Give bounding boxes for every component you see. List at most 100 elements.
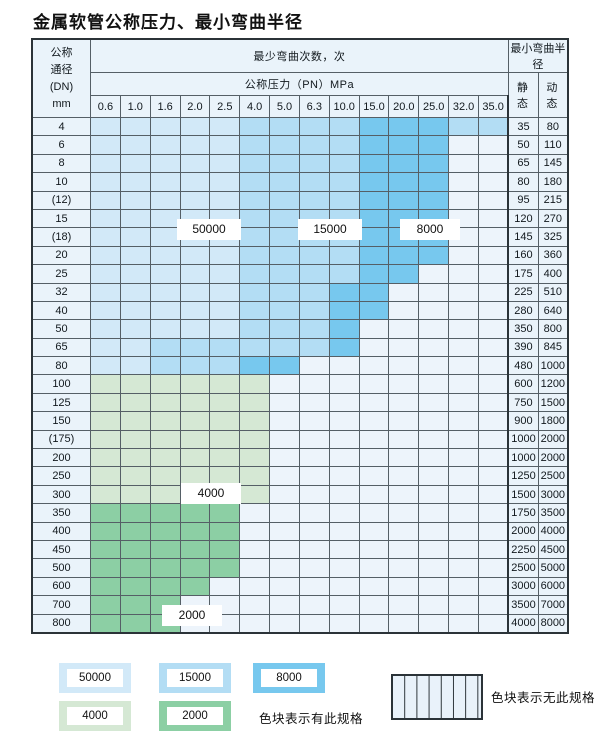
spec-cell-available	[269, 264, 300, 284]
spec-cell-unavailable	[418, 558, 450, 578]
table-row: 20 160 360	[31, 245, 569, 266]
spec-cell-unavailable	[477, 484, 510, 505]
spec-cell-available	[239, 337, 271, 358]
spec-cell-unavailable	[477, 135, 510, 155]
spec-cell-unavailable	[269, 448, 300, 468]
spec-cell-unavailable	[239, 558, 271, 578]
spec-cell-available	[90, 448, 121, 468]
header-pressure-15.0: 15.0	[358, 95, 390, 118]
spec-cell-available	[149, 558, 181, 578]
spec-cell-available	[179, 374, 211, 394]
dn-label: 8	[31, 153, 91, 174]
spec-cell-unavailable	[269, 521, 300, 541]
spec-cell-unavailable	[298, 503, 330, 523]
spec-cell-available	[179, 245, 211, 266]
spec-cell-available	[298, 245, 330, 266]
spec-cell-available	[179, 521, 211, 541]
spec-cell-available	[239, 153, 271, 174]
dynamic-radius-value: 1000	[537, 356, 569, 376]
spec-cell-available	[239, 448, 271, 468]
dynamic-radius-value: 4500	[537, 539, 569, 560]
spec-cell-available	[209, 245, 241, 266]
spec-cell-available	[209, 153, 241, 174]
spec-cell-unavailable	[418, 319, 450, 339]
spec-cell-available	[149, 337, 181, 358]
spec-cell-available	[179, 448, 211, 468]
spec-cell-available	[179, 558, 211, 578]
spec-cell-available	[388, 172, 420, 192]
spec-cell-unavailable	[448, 337, 479, 358]
spec-cell-available	[418, 190, 450, 210]
spec-cell-unavailable	[418, 264, 450, 284]
spec-cell-available	[209, 503, 241, 523]
spec-cell-available	[358, 172, 390, 192]
dynamic-radius-value: 1800	[537, 411, 569, 431]
spec-cell-unavailable	[328, 521, 360, 541]
spec-cell-available	[119, 576, 151, 597]
spec-cell-available	[119, 558, 151, 578]
dn-label: 700	[31, 595, 91, 615]
spec-cell-available	[388, 190, 420, 210]
spec-cell-available	[358, 264, 390, 284]
spec-cell-available	[149, 116, 181, 137]
spec-cell-unavailable	[418, 300, 450, 321]
spec-cell-unavailable	[448, 595, 479, 615]
table-row: 300 1500 3000	[31, 484, 569, 505]
spec-cell-unavailable	[239, 576, 271, 597]
spec-cell-unavailable	[269, 595, 300, 615]
spec-cell-available	[298, 153, 330, 174]
spec-cell-available	[239, 392, 271, 413]
dn-label: 400	[31, 521, 91, 541]
spec-cell-available	[119, 595, 151, 615]
spec-cell-unavailable	[418, 448, 450, 468]
spec-cell-available	[239, 190, 271, 210]
spec-cell-unavailable	[358, 392, 390, 413]
dynamic-radius-value: 510	[537, 282, 569, 302]
dn-label: 65	[31, 337, 91, 358]
spec-cell-available	[418, 172, 450, 192]
spec-cell-unavailable	[328, 411, 360, 431]
dn-label: 80	[31, 356, 91, 376]
spec-cell-available	[269, 208, 300, 229]
spec-cell-available	[119, 172, 151, 192]
spec-cell-unavailable	[328, 558, 360, 578]
spec-cell-available	[119, 282, 151, 302]
spec-cell-unavailable	[328, 374, 360, 394]
static-radius-value: 4000	[507, 613, 539, 634]
spec-cell-available	[90, 374, 121, 394]
spec-cell-available	[239, 264, 271, 284]
table-row: 32 225 510	[31, 282, 569, 302]
static-radius-value: 145	[507, 227, 539, 247]
header-pressure-10.0: 10.0	[328, 95, 360, 118]
spec-cell-unavailable	[477, 264, 510, 284]
spec-cell-unavailable	[477, 595, 510, 615]
legend-chip-value: 4000	[67, 707, 123, 725]
spec-cell-available	[149, 356, 181, 376]
dn-label: 50	[31, 319, 91, 339]
dynamic-radius-value: 80	[537, 116, 569, 137]
spec-cell-unavailable	[448, 135, 479, 155]
spec-cell-available	[149, 227, 181, 247]
spec-cell-available	[328, 300, 360, 321]
dynamic-radius-value: 2500	[537, 466, 569, 486]
spec-cell-unavailable	[298, 613, 330, 634]
header-row-1: 公称 通径 (DN) mm 最少弯曲次数，次 最小弯曲半径	[31, 38, 569, 118]
spec-cell-unavailable	[388, 539, 420, 560]
spec-cell-available	[119, 411, 151, 431]
dynamic-radius-value: 2000	[537, 448, 569, 468]
spec-table-container: 公称 通径 (DN) mm 最少弯曲次数，次 最小弯曲半径 公称压力（PN）MP…	[31, 38, 569, 634]
spec-cell-available	[418, 153, 450, 174]
spec-cell-unavailable	[388, 595, 420, 615]
spec-cell-available	[149, 448, 181, 468]
static-radius-value: 280	[507, 300, 539, 321]
header-dn-line-1: 通径	[50, 63, 73, 76]
spec-cell-unavailable	[418, 429, 450, 450]
spec-cell-available	[119, 135, 151, 155]
legend-chip-value: 50000	[67, 669, 123, 687]
spec-cell-available	[119, 300, 151, 321]
spec-cell-unavailable	[358, 356, 390, 376]
spec-cell-available	[119, 319, 151, 339]
spec-cell-unavailable	[477, 411, 510, 431]
spec-cell-available	[179, 172, 211, 192]
spec-cell-unavailable	[418, 539, 450, 560]
